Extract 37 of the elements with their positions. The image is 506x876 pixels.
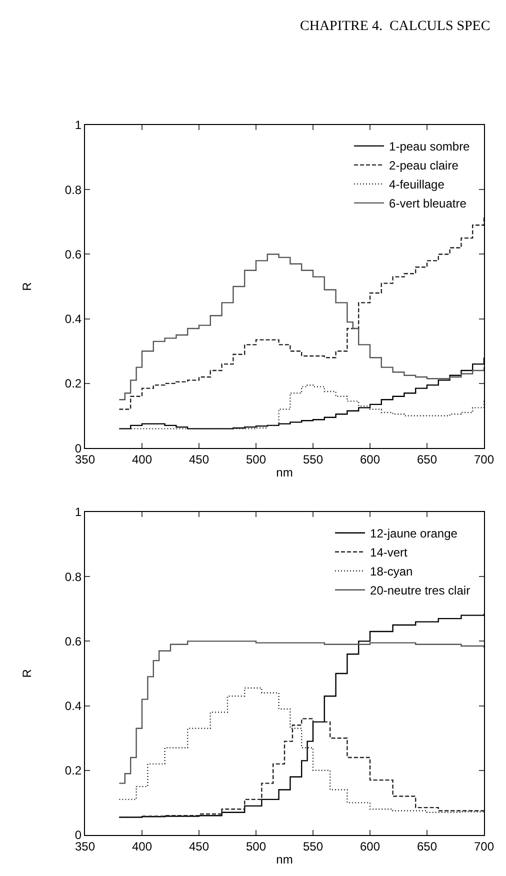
x-tick-label: 700 <box>474 839 494 854</box>
x-tick-label: 450 <box>188 452 210 466</box>
y-tick-label: 0.4 <box>64 312 82 326</box>
legend-label: 6-vert bleuatre <box>389 196 467 211</box>
y-tick-label: 0.8 <box>64 570 82 584</box>
x-tick-label: 450 <box>188 839 210 854</box>
x-tick-label: 400 <box>132 839 152 854</box>
y-tick-label: 0.6 <box>64 634 82 648</box>
legend-label: 12-jaune orange <box>370 526 458 541</box>
x-tick-label: 550 <box>302 839 324 854</box>
x-tick-label: 550 <box>302 452 324 466</box>
y-tick-label: 0.4 <box>64 698 82 713</box>
x-tick-label: 650 <box>416 839 438 854</box>
legend-label: 4-feuillage <box>389 178 445 192</box>
x-axis-title: nm <box>276 852 293 866</box>
x-axis-title: nm <box>276 465 293 480</box>
text: CHAPITRE 4. CALCULS SPEC <box>300 19 490 34</box>
y-tick-label: 0.2 <box>64 376 82 391</box>
legend-label: 2-peau claire <box>389 158 459 173</box>
y-tick-label: 1 <box>74 505 82 520</box>
x-tick-label: 600 <box>360 839 380 854</box>
y-tick-label: 0.8 <box>64 182 82 197</box>
y-tick-label: 0.2 <box>64 764 82 778</box>
y-tick-label: 1 <box>74 118 82 132</box>
legend-label: 14-vert <box>370 546 408 560</box>
legend-label: 18-cyan <box>370 564 413 579</box>
x-tick-label: 700 <box>474 452 494 466</box>
legend-label: 20-neutre tres clair <box>370 584 470 598</box>
y-tick-label: 0.6 <box>64 247 82 262</box>
x-tick-label: 650 <box>416 452 438 466</box>
x-tick-label: 500 <box>246 839 266 854</box>
x-tick-label: 500 <box>246 452 266 466</box>
legend-label: 1-peau sombre <box>389 140 470 154</box>
y-axis-title: R <box>20 282 34 291</box>
x-tick-label: 600 <box>360 452 380 466</box>
x-tick-label: 400 <box>132 452 152 466</box>
y-axis-title: R <box>20 668 34 678</box>
